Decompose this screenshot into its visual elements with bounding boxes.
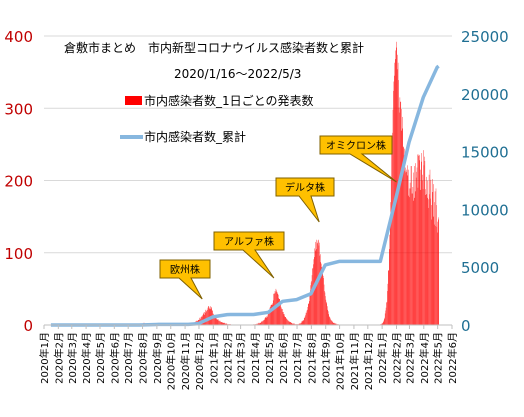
x-tick-label: 2020年3月 — [66, 332, 79, 384]
x-tick-label: 2022年3月 — [403, 332, 416, 384]
legend-label-cumulative: 市内感染者数_累計 — [144, 129, 246, 144]
x-tick-label: 2020年7月 — [122, 332, 135, 384]
x-tick-label: 2021年6月 — [277, 332, 290, 384]
x-tick-label: 2020年4月 — [80, 332, 93, 384]
daily-bars — [87, 41, 439, 326]
x-tick-label: 2021年3月 — [235, 332, 248, 384]
x-tick-label: 2021年8月 — [305, 332, 318, 384]
x-tick-label: 2021年5月 — [263, 332, 276, 384]
x-tick-label: 2020年6月 — [108, 332, 121, 384]
callout-label: 欧州株 — [170, 263, 200, 276]
x-tick-label: 2022年6月 — [446, 332, 459, 384]
cumulative-line-group — [50, 64, 440, 327]
left-tick-label: 300 — [4, 100, 33, 118]
x-tick-label: 2020年5月 — [94, 332, 107, 384]
axes: 0 100 200 300 400 0 5000 10000 15000 20000 25000 20… — [4, 28, 508, 390]
callout-label: オミクロン株 — [326, 139, 386, 152]
x-tick-label: 2021年7月 — [291, 332, 304, 384]
x-tick-label: 2021年10月 — [334, 332, 347, 390]
chart-subtitle: 2020/1/16～2022/5/3 — [174, 67, 301, 81]
x-tick-label: 2021年2月 — [222, 332, 235, 384]
x-tick-label: 2020年10月 — [165, 332, 178, 390]
right-tick-label: 10000 — [461, 201, 509, 219]
right-tick-label: 5000 — [461, 259, 499, 277]
right-tick-label: 25000 — [461, 28, 509, 46]
x-tick-label: 2022年1月 — [376, 332, 389, 384]
titles: 倉敷市まとめ 市内新型コロナウイルス感染者数と累計 2020/1/16～2022… — [64, 40, 364, 81]
callout-shape — [213, 231, 285, 279]
cumulative-line — [50, 64, 440, 327]
left-tick-label: 200 — [4, 173, 33, 191]
x-tick-label: 2022年5月 — [432, 332, 445, 384]
x-tick-label: 2021年1月 — [207, 332, 220, 384]
right-tick-label: 20000 — [461, 86, 509, 104]
callout-shape — [319, 135, 397, 183]
legend: 市内感染者数_1日ごとの発表数 市内感染者数_累計 — [120, 93, 314, 144]
x-tick-label: 2020年2月 — [52, 332, 65, 384]
callout-shape — [275, 177, 335, 223]
left-tick-label: 400 — [4, 28, 33, 46]
x-tick-label: 2021年11月 — [348, 332, 361, 390]
x-tick-label: 2020年12月 — [193, 332, 206, 390]
right-tick-label: 15000 — [461, 144, 509, 162]
callout-label: アルファ株 — [224, 235, 274, 248]
legend-label-daily: 市内感染者数_1日ごとの発表数 — [144, 93, 314, 108]
left-tick-label: 100 — [4, 245, 33, 263]
x-tick-label: 2021年12月 — [362, 332, 375, 390]
callout-shape — [159, 259, 211, 300]
x-tick-label: 2020年8月 — [137, 332, 150, 384]
x-tick-label: 2021年9月 — [320, 332, 333, 384]
callout-label: デルタ株 — [285, 181, 325, 194]
x-tick-label: 2020年11月 — [179, 332, 192, 390]
x-tick-label: 2022年4月 — [418, 332, 431, 384]
x-tick-label: 2020年1月 — [38, 332, 51, 384]
annotations: 欧州株 アルファ株 デルタ株 オミクロン株 — [159, 135, 397, 300]
right-tick-label: 0 — [461, 317, 471, 335]
x-tick-label: 2020年9月 — [151, 332, 164, 384]
chart-title: 倉敷市まとめ 市内新型コロナウイルス感染者数と累計 — [64, 40, 364, 55]
legend-swatch-daily — [125, 96, 142, 105]
left-tick-label: 0 — [23, 317, 33, 335]
x-tick-label: 2021年4月 — [249, 332, 262, 384]
x-tick-label: 2022年2月 — [391, 332, 404, 384]
